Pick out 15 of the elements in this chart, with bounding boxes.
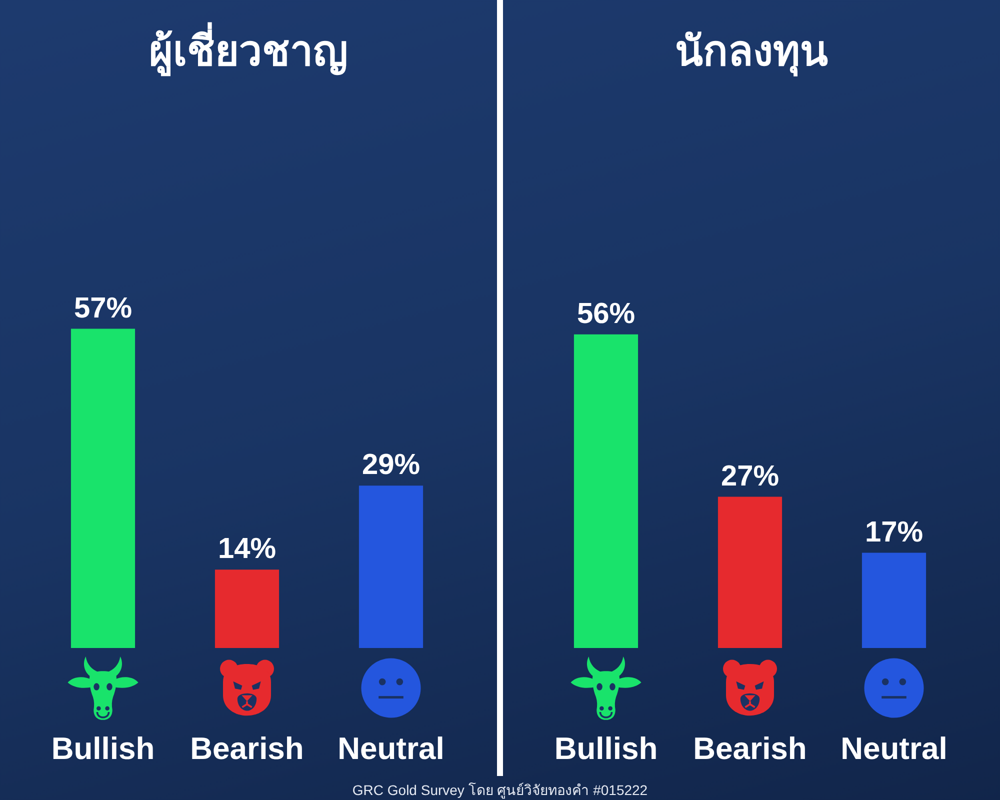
data-label: 57% <box>74 292 132 324</box>
data-label: 14% <box>218 533 276 566</box>
x-tick-label: Bearish <box>693 731 807 766</box>
x-tick-label: Bullish <box>51 731 155 766</box>
data-label: 29% <box>362 449 420 482</box>
x-tick-label: Neutral <box>840 731 948 766</box>
data-label: 56% <box>576 298 636 330</box>
chart-title: ผู้เชี่ยวชาญ <box>148 21 349 78</box>
chart-title: นักลงทุน <box>674 26 829 78</box>
data-label: 17% <box>864 516 924 548</box>
text: GRC Gold Survey โดย ศูนย์วิจัยทองคำ #015222 <box>351 781 649 800</box>
x-tick-label: Bearish <box>190 731 304 766</box>
x-tick-label: Bullish <box>554 731 658 766</box>
x-tick-label: Neutral <box>338 731 444 766</box>
data-label: 27% <box>720 460 780 492</box>
